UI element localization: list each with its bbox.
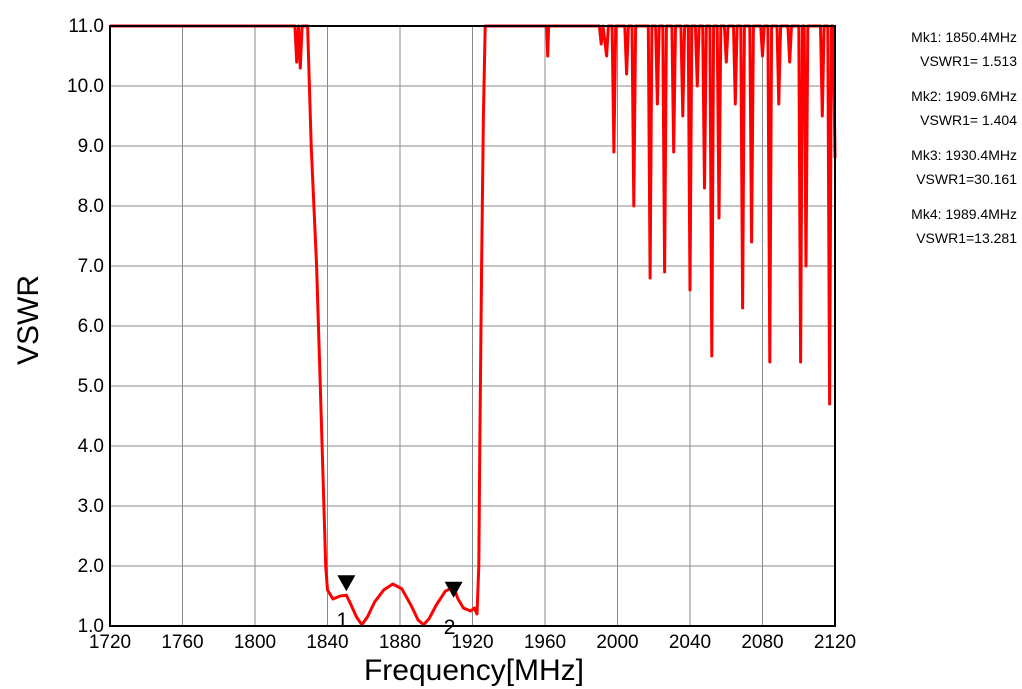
y-tick-label: 9.0 bbox=[78, 136, 104, 157]
y-tick-label: 11.0 bbox=[68, 16, 104, 37]
marker-2-freq-text: Mk2: 1909.6MHz bbox=[911, 88, 1017, 104]
x-tick-label: 1840 bbox=[306, 632, 348, 653]
marker-1-triangle bbox=[337, 575, 356, 592]
x-tick-label: 2000 bbox=[596, 632, 638, 653]
y-tick-label: 5.0 bbox=[78, 376, 104, 397]
x-tick-label: 2080 bbox=[741, 632, 783, 653]
marker-2-triangle bbox=[444, 581, 463, 598]
x-axis-title: Frequency[MHz] bbox=[364, 654, 584, 687]
x-tick-label: 1920 bbox=[451, 632, 493, 653]
x-tick-label: 2040 bbox=[669, 632, 711, 653]
vswr-series-line bbox=[110, 24, 837, 627]
y-tick-label: 1.0 bbox=[78, 616, 104, 637]
y-tick-label: 6.0 bbox=[78, 316, 104, 337]
marker-4-freq-text: Mk4: 1989.4MHz bbox=[911, 206, 1017, 222]
y-tick-label: 8.0 bbox=[78, 196, 104, 217]
marker-3-freq-text: Mk3: 1930.4MHz bbox=[911, 147, 1017, 163]
x-tick-labels: 1720 1760 1800 1840 1880 1920 1960 2000 2040 2080… bbox=[89, 632, 856, 653]
marker-1-freq-text: Mk1: 1850.4MHz bbox=[911, 29, 1017, 45]
y-tick-label: 2.0 bbox=[78, 556, 104, 577]
marker-1-label: 1 bbox=[337, 609, 349, 632]
marker-3-vswr-text: VSWR1=30.161 bbox=[916, 171, 1017, 187]
x-tick-label: 1760 bbox=[161, 632, 203, 653]
x-tick-label: 2120 bbox=[814, 632, 856, 653]
plot-frame bbox=[109, 25, 836, 627]
y-tick-label: 7.0 bbox=[78, 256, 104, 277]
marker-2-vswr-text: VSWR1= 1.404 bbox=[920, 112, 1017, 128]
x-tick-label: 1720 bbox=[89, 632, 131, 653]
data-series bbox=[110, 24, 837, 627]
marker-4-vswr-text: VSWR1=13.281 bbox=[916, 230, 1017, 246]
marker-readout-panel: Mk1: 1850.4MHz VSWR1= 1.513 Mk2: 1909.6MHz… bbox=[911, 29, 1017, 246]
y-tick-labels: 1.0 2.0 3.0 4.0 5.0 6.0 7.0 8.0 9.0 10.0 11.0 bbox=[67, 16, 104, 637]
marker-2-label: 2 bbox=[444, 616, 456, 639]
y-tick-label: 10.0 bbox=[67, 76, 104, 97]
marker-1-vswr-text: VSWR1= 1.513 bbox=[920, 53, 1017, 69]
x-tick-label: 1880 bbox=[379, 632, 421, 653]
grid-lines bbox=[109, 25, 836, 627]
x-tick-label: 1960 bbox=[524, 632, 566, 653]
y-tick-label: 4.0 bbox=[78, 436, 104, 457]
y-tick-label: 3.0 bbox=[78, 496, 104, 517]
x-tick-label: 1800 bbox=[234, 632, 276, 653]
y-axis-title: VSWR bbox=[12, 275, 45, 365]
